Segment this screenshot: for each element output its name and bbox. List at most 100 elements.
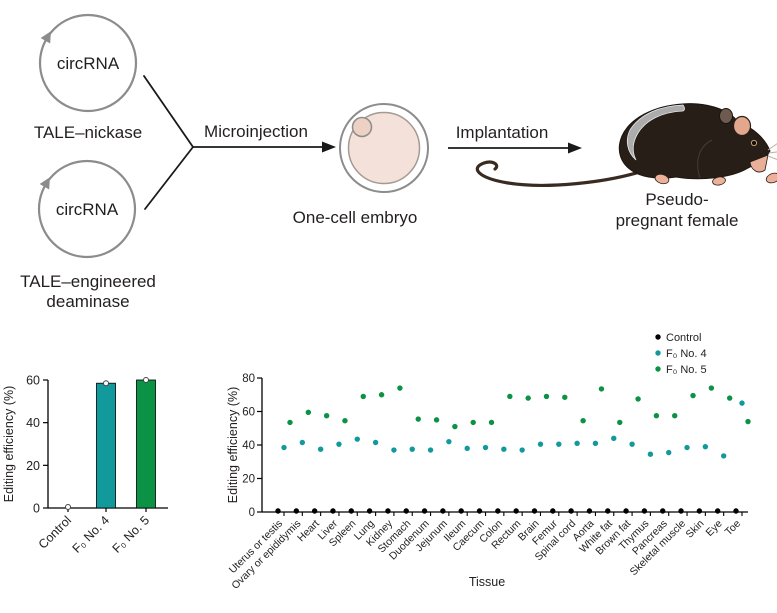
scatter-point — [354, 436, 360, 442]
scatter-point — [433, 417, 440, 423]
scatter-point — [372, 439, 379, 446]
microinjection-label: Microinjection — [204, 122, 308, 141]
scatter-point — [605, 508, 611, 514]
scatter-point — [739, 400, 745, 406]
polar-body — [351, 116, 373, 138]
scatter-point — [293, 508, 300, 514]
legend-swatch — [655, 350, 661, 356]
plasmid1-arrowhead-icon — [40, 31, 51, 44]
bar-category-label: F₀ No. 4 — [70, 513, 113, 556]
scatter-point — [623, 508, 629, 514]
scatter-point — [275, 508, 281, 514]
scatter-point — [598, 386, 605, 392]
tissue-label-group: Toe — [723, 518, 744, 539]
scatter-point — [415, 416, 421, 422]
construct2-label-line2: deaminase — [46, 292, 130, 311]
legend-swatch — [655, 334, 661, 340]
scatter-point — [323, 412, 330, 419]
scatter-point — [525, 395, 531, 401]
scatter-point — [311, 508, 318, 514]
scatter-point — [464, 445, 470, 452]
scatter-y-tick-label: 60 — [242, 407, 255, 419]
implantation-label: Implantation — [455, 123, 549, 142]
scatter-point — [678, 508, 684, 514]
scatter-point — [476, 508, 483, 514]
scatter-point — [653, 412, 660, 419]
scatter-point — [287, 419, 293, 426]
legend-label: F₀ No. 4 — [666, 348, 707, 360]
scatter-point — [403, 508, 409, 514]
mouse-hind-foot — [654, 173, 670, 185]
scatter-point — [690, 392, 696, 399]
scatter-point — [452, 423, 458, 430]
construct2-label: TALE–engineered deaminase — [20, 272, 156, 312]
tissue-label-group: Skin — [684, 518, 707, 541]
mouse-mid-paw — [712, 176, 726, 186]
scatter-point — [336, 441, 342, 447]
tissue-label: Toe — [723, 518, 744, 539]
bar-data-marker — [65, 504, 71, 510]
scatter-point — [556, 441, 562, 447]
scatter-point — [660, 508, 666, 514]
scatter-point — [568, 508, 574, 514]
scatter-point — [629, 441, 635, 447]
scatter-point — [317, 446, 324, 452]
mouse-illustration — [475, 103, 777, 187]
converge-line-bottom — [144, 146, 194, 210]
scatter-point — [378, 392, 385, 398]
scatter-point — [385, 508, 391, 514]
mouse-leg-line — [697, 139, 713, 179]
scatter-point — [519, 447, 525, 453]
scatter-point — [507, 393, 513, 400]
legend-swatch — [655, 366, 661, 372]
scatter-y-tick-label: 80 — [242, 373, 255, 385]
mouse-ear — [732, 115, 752, 137]
mouse-eye — [750, 139, 758, 147]
scatter-point — [458, 508, 464, 514]
scatter-point — [702, 443, 709, 450]
plasmid2-label: circRNA — [55, 200, 119, 219]
plasmid2-circle — [37, 159, 137, 259]
scatter-point — [342, 418, 348, 424]
scatter-point — [391, 447, 397, 453]
scatter-ylabel-group: Editing efficiency (%) — [226, 387, 240, 504]
scatter-point — [733, 508, 739, 514]
mouse-mouth — [749, 154, 769, 173]
scatter-point — [562, 394, 568, 400]
scatter-point — [672, 412, 678, 419]
scatter-point — [397, 385, 403, 391]
scatter-point — [501, 446, 507, 452]
tissue-label: Skin — [684, 518, 707, 541]
scatter-point — [635, 396, 641, 402]
scatter-xlabel: Tissue — [469, 575, 505, 589]
legend-label: Control — [666, 332, 701, 344]
mouse-body — [618, 103, 771, 180]
implantation-arrowhead-icon — [568, 142, 582, 154]
scatter-point — [409, 446, 415, 452]
plasmid1-circle — [38, 13, 138, 113]
scatter-point — [684, 444, 690, 451]
construct2-label-line1: TALE–engineered — [20, 272, 156, 291]
scatter-point — [421, 508, 428, 514]
scatter-point — [330, 508, 336, 514]
plasmid2-arrowhead-icon — [39, 177, 50, 190]
scatter-point — [745, 418, 751, 425]
bar-ylabel: Editing efficiency (%) — [2, 386, 16, 503]
bar-y-tick-label: 40 — [26, 416, 40, 430]
microinjection-arrowhead-icon — [322, 141, 336, 153]
construct1-label: TALE–nickase — [33, 123, 143, 142]
scatter-point — [495, 508, 501, 514]
scatter-point — [488, 419, 495, 426]
bar-y-tick-label: 60 — [26, 374, 40, 388]
bar-y-tick-label: 20 — [26, 459, 40, 473]
mouse-tail — [475, 160, 645, 187]
workflow-schematic — [37, 13, 777, 259]
scatter-point — [611, 435, 617, 441]
recipient-label-line2: pregnant female — [615, 211, 739, 230]
recipient-label: Pseudo- pregnant female — [616, 189, 739, 231]
scatter-point — [531, 508, 538, 514]
scatter-point — [617, 419, 623, 426]
